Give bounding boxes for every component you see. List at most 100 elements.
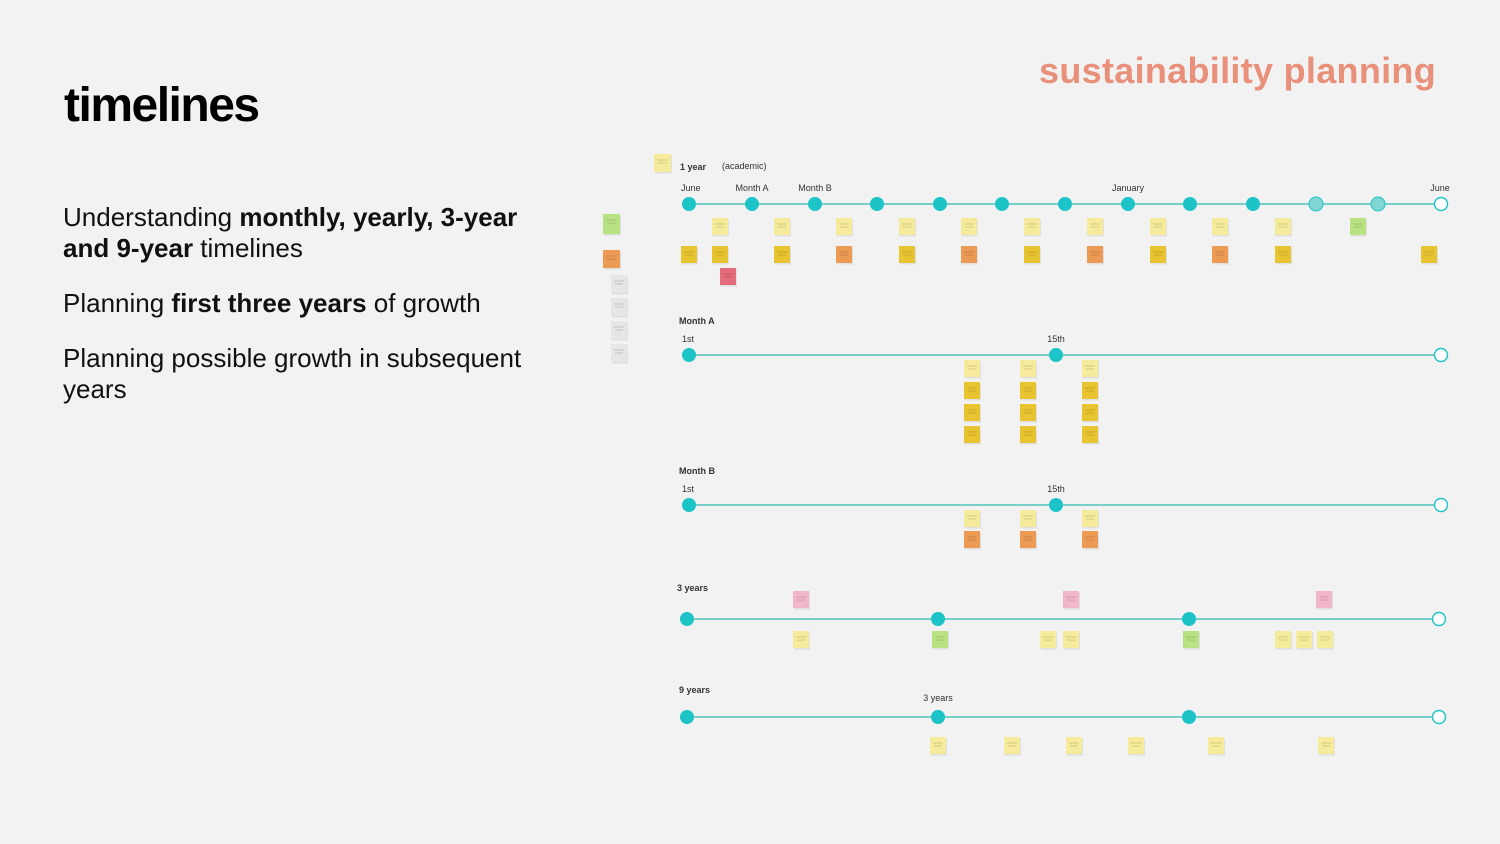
timeline-node <box>808 197 822 211</box>
tick-label: January <box>1112 183 1145 193</box>
legend-collective-note <box>603 250 620 268</box>
monthly-issue-note <box>1150 218 1166 235</box>
bullet-list: Understanding monthly, yearly, 3-year an… <box>63 202 563 429</box>
section-label: 3 years <box>677 583 708 593</box>
activity-note <box>1087 246 1103 263</box>
section-label: 1 year <box>680 162 707 172</box>
reach-grade-note <box>793 591 809 608</box>
event-note <box>720 268 736 285</box>
monthly-issue-note <box>1024 218 1040 235</box>
long-term-note <box>1208 737 1224 754</box>
bullet-item: Planning possible growth in subsequent y… <box>63 343 563 405</box>
onboarding-note <box>1183 631 1199 648</box>
bullet-text: Understanding <box>63 202 240 232</box>
timeline-end-node <box>1433 347 1449 363</box>
tick-label: 15th <box>1047 484 1065 494</box>
tick-label: June <box>681 183 701 193</box>
timeline-end-node <box>1433 196 1449 212</box>
long-term-note <box>1004 737 1020 754</box>
tick-label: 1st <box>682 484 695 494</box>
monthly-issue-note <box>899 218 915 235</box>
facilitator-session-note <box>1082 382 1098 399</box>
monthly-issue-note <box>964 360 980 377</box>
page-title: timelines <box>64 79 260 132</box>
long-term-note <box>1128 737 1144 754</box>
timeline-node <box>680 710 694 724</box>
activity-note <box>1275 246 1291 263</box>
tick-label: June <box>1430 183 1450 193</box>
monthly-issue-note <box>1212 218 1228 235</box>
timeline-node <box>1183 197 1197 211</box>
timeline-node <box>931 612 945 626</box>
timeline-node <box>1182 612 1196 626</box>
tick-label: Month B <box>798 183 832 193</box>
monthly-issue-note <box>1082 510 1098 527</box>
facilitator-session-note <box>1020 426 1036 443</box>
timeline-end-node <box>1431 709 1447 725</box>
timeline-node <box>870 197 884 211</box>
section-label: Month A <box>679 316 715 326</box>
timeline-node <box>1308 196 1324 212</box>
reach-grade-note <box>1316 591 1332 608</box>
timeline-node <box>1049 348 1063 362</box>
collective-activity-note <box>1082 531 1098 548</box>
timeline-node <box>1182 710 1196 724</box>
timeline-node <box>1246 197 1260 211</box>
growth-note <box>1296 631 1312 648</box>
tick-label: 3 years <box>923 693 953 703</box>
section-label: 9 years <box>679 685 710 695</box>
monthly-issue-note <box>1082 360 1098 377</box>
legend-activity-note <box>611 298 627 316</box>
facilitator-session-note <box>964 382 980 399</box>
activity-note <box>774 246 790 263</box>
timeline-node <box>1049 498 1063 512</box>
timeline-node <box>1121 197 1135 211</box>
activity-note <box>961 246 977 263</box>
timeline-node <box>995 197 1009 211</box>
collective-activity-note <box>1020 531 1036 548</box>
long-term-note <box>930 737 946 754</box>
section-label: Month B <box>679 466 715 476</box>
activity-note <box>1024 246 1040 263</box>
activity-note <box>712 246 728 263</box>
monthly-issue-note <box>836 218 852 235</box>
bullet-text: Planning <box>63 288 172 318</box>
facilitator-session-note <box>1020 382 1036 399</box>
tick-label: Month A <box>735 183 768 193</box>
activity-note <box>1150 246 1166 263</box>
monthly-issue-note <box>964 510 980 527</box>
timeline-end-node <box>1431 611 1447 627</box>
bullet-bold: first three years <box>171 288 367 318</box>
legend-onboarding-note <box>603 214 620 234</box>
brand-heading: sustainability planning <box>1039 50 1436 91</box>
monthly-issue-note <box>774 218 790 235</box>
bullet-item: Understanding monthly, yearly, 3-year an… <box>63 202 563 264</box>
reach-grade-note <box>1063 591 1079 608</box>
bullet-text: Planning possible growth in subsequent y… <box>63 343 522 404</box>
facilitator-session-note <box>964 426 980 443</box>
legend-activity-note <box>611 275 627 293</box>
pitch-schools-note <box>1350 218 1366 235</box>
tick-label: 15th <box>1047 334 1065 344</box>
growth-note <box>1040 631 1056 648</box>
timeline-node <box>682 498 696 512</box>
timeline-node <box>1370 196 1386 212</box>
timeline-node <box>1058 197 1072 211</box>
monthly-issue-note <box>1020 360 1036 377</box>
activity-note <box>1421 246 1437 263</box>
bullet-bold: monthly, yearly, 3-year and 9-year <box>63 202 518 263</box>
facilitator-session-note <box>1082 404 1098 421</box>
timeline-end-node <box>1433 497 1449 513</box>
bullet-item: Planning first three years of growth <box>63 288 563 319</box>
facilitator-session-note <box>1020 404 1036 421</box>
tick-label: 1st <box>682 334 695 344</box>
onboarding-note <box>932 631 948 648</box>
activity-note <box>1212 246 1228 263</box>
timeline-node <box>745 197 759 211</box>
pilot-school-note <box>654 154 671 172</box>
bullet-text: timelines <box>193 233 303 263</box>
long-term-note <box>1318 737 1334 754</box>
collective-activity-note <box>964 531 980 548</box>
growth-note <box>1317 631 1333 648</box>
